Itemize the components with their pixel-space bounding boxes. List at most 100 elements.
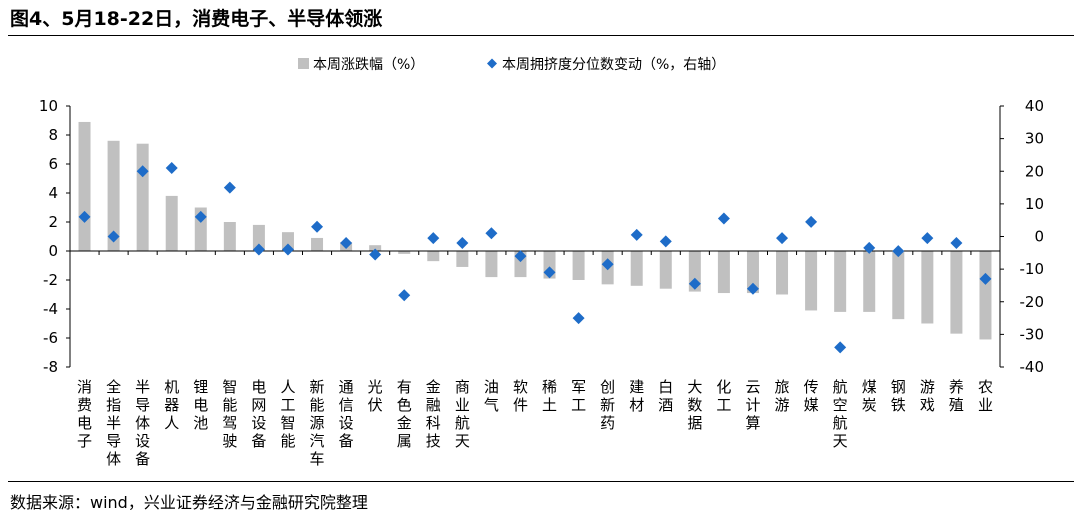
left-axis-tick-label: -6 xyxy=(43,329,58,347)
diamond-marker xyxy=(543,266,556,279)
diamond-marker xyxy=(834,341,847,354)
diamond-marker xyxy=(805,215,818,228)
bar xyxy=(834,251,847,312)
category-label: 煤炭 xyxy=(862,378,877,414)
bar xyxy=(485,251,498,278)
bar xyxy=(659,251,672,289)
diamond-marker xyxy=(892,245,905,258)
source-note: 数据来源：wind，兴业证券经济与金融研究院整理 xyxy=(10,493,368,512)
bar xyxy=(572,251,585,280)
diamond-marker xyxy=(456,237,469,250)
bar xyxy=(165,195,178,251)
right-axis-tick-label: 20 xyxy=(1025,162,1044,180)
left-axis-tick-label: 4 xyxy=(48,184,58,202)
bar xyxy=(863,251,876,312)
left-axis-tick-label: 0 xyxy=(48,242,58,260)
bar xyxy=(223,222,236,251)
diamond-marker xyxy=(223,181,236,194)
category-label: 机器人 xyxy=(164,378,179,432)
category-label: 智能驾驶 xyxy=(222,378,237,450)
figure-title: 图4、5月18-22日，消费电子、半导体领涨 xyxy=(10,8,383,30)
category-label: 全指半导体 xyxy=(106,378,121,468)
left-axis-tick-label: -8 xyxy=(43,358,58,376)
category-label: 创新药 xyxy=(600,378,615,432)
legend: 本周涨跌幅（%） 本周拥挤度分位数变动（%，右轴） xyxy=(298,57,725,73)
diamond-marker xyxy=(514,250,527,263)
diamond-marker xyxy=(717,212,730,225)
bar xyxy=(281,232,294,251)
bar xyxy=(398,251,411,254)
category-label: 军工 xyxy=(571,378,586,414)
diamond-marker xyxy=(863,241,876,254)
category-label: 消费电子 xyxy=(77,378,92,450)
category-label: 航空航天 xyxy=(833,378,848,450)
category-label: 农业 xyxy=(978,378,993,414)
bar xyxy=(950,251,963,334)
bar xyxy=(136,143,149,251)
diamond-marker xyxy=(921,232,934,245)
category-label: 商业航天 xyxy=(455,378,470,450)
diamond-marker xyxy=(427,232,440,245)
legend-scatter-label: 本周拥挤度分位数变动（%，右轴） xyxy=(502,57,725,73)
right-axis-tick-label: 10 xyxy=(1025,195,1044,213)
category-label: 光伏 xyxy=(368,378,383,414)
bar xyxy=(78,121,91,251)
bar xyxy=(311,237,324,251)
bar xyxy=(746,251,759,294)
right-axis-tick-label: 40 xyxy=(1025,97,1044,115)
left-axis-tick-label: 8 xyxy=(48,126,58,144)
category-label: 新能源汽车 xyxy=(310,378,325,468)
category-label: 养殖 xyxy=(949,378,964,414)
left-axis-tick-label: 6 xyxy=(48,155,58,173)
diamond-marker xyxy=(776,232,789,245)
diamond-marker xyxy=(369,248,382,261)
bar xyxy=(921,251,934,324)
category-label: 钢铁 xyxy=(891,378,906,414)
bar xyxy=(369,245,382,251)
bar xyxy=(979,251,992,340)
bar xyxy=(107,140,120,251)
diamond-marker xyxy=(165,161,178,174)
diamond-marker xyxy=(572,312,585,325)
category-label: 传媒 xyxy=(804,378,819,414)
category-label: 通信设备 xyxy=(339,378,354,450)
right-axis-tick-label: -10 xyxy=(1020,260,1045,278)
diamond-marker xyxy=(252,243,265,256)
category-label: 云计算 xyxy=(745,378,760,432)
diamond-marker xyxy=(398,289,411,302)
category-label: 电网设备 xyxy=(251,378,266,450)
legend-diamond-marker xyxy=(487,58,497,69)
bottom-rule xyxy=(8,481,1074,482)
diamond-marker xyxy=(485,227,498,240)
plot-area: -8-6-4-20246810-40-30-20-10010203040消费电子… xyxy=(39,97,1044,468)
right-axis-tick-label: 30 xyxy=(1025,130,1044,148)
left-axis-tick-label: 2 xyxy=(48,213,58,231)
category-label: 油气 xyxy=(484,378,499,414)
diamond-marker xyxy=(107,230,120,243)
diamond-marker xyxy=(601,258,614,271)
diamond-marker xyxy=(979,272,992,285)
diamond-marker xyxy=(281,243,294,256)
bar xyxy=(456,251,469,267)
left-axis-tick-label: -4 xyxy=(43,300,58,318)
diamond-marker xyxy=(950,237,963,250)
category-label: 软件 xyxy=(513,378,528,414)
category-label: 旅游 xyxy=(775,378,790,414)
diamond-marker xyxy=(78,210,91,223)
legend-bar-label: 本周涨跌幅（%） xyxy=(313,57,424,73)
diamond-marker xyxy=(194,210,207,223)
bar xyxy=(630,251,643,286)
category-label: 白酒 xyxy=(658,378,673,414)
category-label: 建材 xyxy=(629,378,644,414)
right-axis-tick-label: 0 xyxy=(1034,228,1044,246)
diamond-marker xyxy=(659,235,672,248)
category-label: 稀土 xyxy=(542,378,557,414)
category-label: 有色金属 xyxy=(397,378,412,450)
bar xyxy=(776,251,789,295)
bar xyxy=(252,224,265,251)
category-label: 化工 xyxy=(716,378,731,414)
category-label: 金融科技 xyxy=(426,378,441,450)
left-axis-tick-label: -2 xyxy=(43,271,58,289)
legend-bar-swatch xyxy=(298,58,309,69)
